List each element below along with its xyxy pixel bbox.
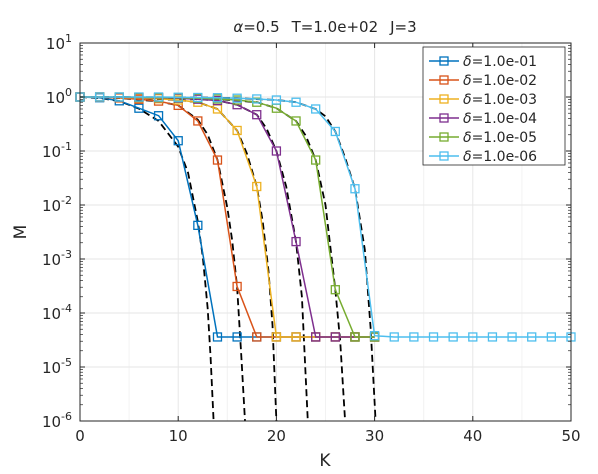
data-point [311, 155, 321, 165]
data-point [271, 95, 282, 105]
y-tick-label: 10-1 [42, 140, 72, 161]
y-tick-label: 10-2 [42, 194, 72, 215]
y-tick-label: 10-4 [42, 302, 72, 323]
data-point [291, 116, 301, 126]
data-point [409, 332, 419, 342]
data-point [212, 93, 223, 103]
data-point [252, 110, 262, 120]
axis-ticks: 0 10 20 30 40 50 101 100 10-1 10-2 10-3 10-4 10-5 10-… [42, 32, 581, 445]
y-tick-label: 10-3 [42, 248, 72, 269]
data-point [291, 97, 301, 107]
legend-label: δ=1.0e-05 [463, 130, 537, 146]
data-point [153, 92, 164, 102]
data-point [232, 93, 242, 103]
y-tick-label: 101 [46, 32, 72, 53]
legend-label: δ=1.0e-02 [463, 73, 537, 89]
data-point [193, 220, 203, 230]
legend-marker [439, 75, 449, 85]
data-point [271, 146, 282, 156]
data-point [468, 332, 478, 342]
data-point [271, 332, 282, 342]
data-point [193, 92, 203, 103]
x-tick-label: 40 [463, 427, 482, 445]
data-point [232, 281, 242, 292]
legend-label: δ=1.0e-03 [463, 92, 537, 108]
x-tick-label: 20 [267, 427, 286, 445]
data-point [173, 136, 183, 146]
data-point [252, 332, 262, 342]
data-point [134, 103, 144, 113]
x-axis-label: K [319, 451, 331, 471]
data-point [252, 181, 262, 192]
series-line [80, 96, 571, 338]
data-point [311, 104, 321, 114]
data-point [487, 332, 498, 342]
y-tick-label: 10-6 [42, 410, 72, 431]
data-point [173, 92, 183, 102]
legend: δ=1.0e-01 δ=1.0e-02 δ=1.0e-03 δ=1.0e-04 δ=1.… [422, 46, 566, 166]
data-point [428, 332, 439, 342]
data-point [507, 332, 517, 342]
data-point [546, 332, 557, 342]
legend-marker [439, 94, 449, 104]
legend-marker [439, 113, 449, 123]
data-point [134, 92, 144, 102]
data-point [232, 125, 242, 136]
data-point [291, 332, 301, 342]
x-tick-label: 30 [365, 427, 384, 445]
data-point [153, 111, 164, 121]
data-point [291, 236, 301, 247]
y-axis-label: M [11, 225, 31, 240]
legend-marker [439, 132, 449, 142]
data-point [389, 332, 399, 342]
title-temperature: T=1.0e+02 [291, 18, 378, 36]
data-point [114, 92, 124, 102]
data-point [311, 332, 321, 342]
legend-marker [439, 56, 449, 66]
data-point [527, 332, 537, 342]
data-point [330, 332, 340, 342]
legend-label: δ=1.0e-01 [463, 54, 537, 70]
legend-box [422, 46, 566, 166]
data-point [212, 332, 223, 342]
y-tick-label: 100 [46, 86, 72, 107]
title-alpha-symbol: α [233, 18, 243, 36]
x-tick-label: 50 [561, 427, 580, 445]
chart-title: α=0.5 T=1.0e+02 J=3 [233, 18, 416, 36]
legend-label: δ=1.0e-06 [463, 149, 537, 165]
data-point [212, 155, 223, 165]
x-tick-label: 10 [169, 427, 188, 445]
data-series [75, 92, 576, 342]
data-point [232, 332, 242, 342]
data-point [193, 116, 203, 126]
data-point [94, 92, 105, 102]
title-alpha: =0.5 [243, 18, 279, 36]
data-point [448, 332, 458, 342]
data-point [330, 285, 340, 295]
data-point [369, 331, 380, 341]
y-tick-label: 10-5 [42, 356, 72, 377]
data-point [350, 184, 360, 194]
x-tick-label: 0 [75, 427, 85, 445]
title-j: J=3 [389, 18, 417, 36]
data-point [350, 332, 360, 342]
legend-label: δ=1.0e-04 [463, 111, 537, 127]
data-point [330, 126, 340, 137]
legend-marker [439, 151, 449, 161]
data-point [252, 94, 262, 104]
plot-frame [79, 42, 572, 422]
